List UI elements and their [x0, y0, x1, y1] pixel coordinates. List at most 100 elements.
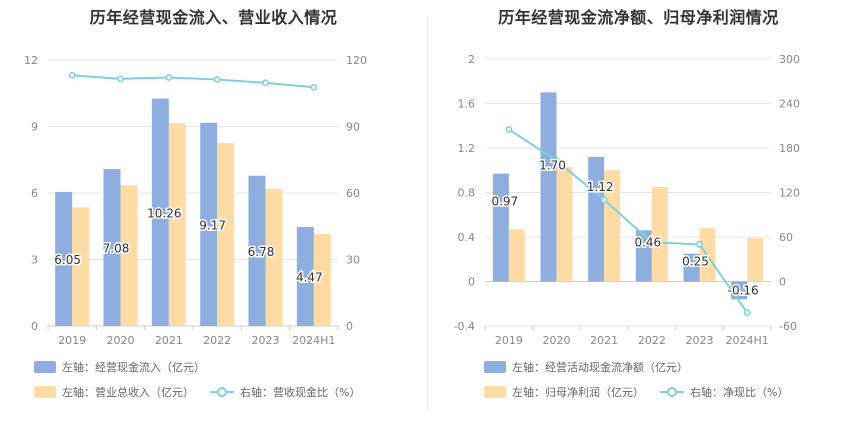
right-axis-tick-label: 180: [779, 142, 800, 155]
legend-swatch-net-cash-flow[interactable]: [484, 361, 506, 373]
bar-net-profit: [556, 166, 573, 282]
bar-cash-inflow: [103, 169, 121, 326]
right-axis-tick-label: 0: [346, 320, 353, 333]
x-axis-category-label: 2019: [58, 334, 86, 347]
bar-data-label: 6.78: [248, 245, 275, 259]
ratio-point: [696, 241, 703, 248]
ratio-point: [553, 157, 560, 165]
legend-label-net-cash-ratio[interactable]: 右轴：净现比（%）: [690, 386, 789, 399]
bar-revenue: [265, 189, 283, 326]
x-axis-category-label: 2023: [252, 334, 280, 347]
ratio-point: [310, 83, 318, 91]
legend-swatch-net-cash-ratio[interactable]: [660, 386, 684, 398]
bar-net-cash-flow: [635, 230, 652, 282]
bar-revenue: [217, 143, 235, 326]
right-chart-title: 历年经营现金流净额、归母净利润情况: [498, 8, 779, 27]
bar-revenue: [313, 234, 331, 326]
right-axis-tick-label: 240: [779, 98, 800, 111]
bar-data-label: 0.46: [634, 235, 661, 249]
right-axis-tick-label: 60: [779, 231, 793, 244]
bar-data-label: 10.26: [147, 206, 181, 220]
x-axis-category-label: 2021: [590, 334, 618, 347]
ratio-point: [213, 76, 221, 83]
x-axis-category-label: 2024H1: [292, 334, 335, 347]
bar-data-label: 7.08: [103, 242, 130, 256]
bar-cash-inflow: [248, 175, 266, 326]
right-axis-tick-label: 60: [346, 187, 360, 200]
left-axis-tick-label: -0.4: [454, 320, 475, 333]
panel-divider: [427, 18, 428, 410]
bar-data-label: 1.70: [539, 159, 566, 173]
legend-swatch-cash-inflow[interactable]: [34, 361, 56, 373]
right-axis-tick-label: 120: [346, 54, 367, 67]
right-legend-row-2: 左轴：归母净利润（亿元） 右轴：净现比（%）: [484, 384, 788, 400]
legend-label-net-cash-flow[interactable]: 左轴：经营活动现金流净额（亿元）: [512, 361, 688, 374]
left-chart-panel: 历年经营现金流入、营业收入情况 0 3 6 9 12 0 30 60 90 120 2019 2020…: [24, 8, 367, 400]
ratio-line: [72, 74, 314, 89]
bar-data-label: 0.25: [682, 254, 709, 268]
ratio-point: [743, 309, 751, 317]
ratio-line: [508, 128, 748, 314]
legend-label-revenue[interactable]: 左轴：营业总收入（亿元）: [62, 386, 194, 399]
x-axis-category-label: 2019: [495, 334, 523, 347]
right-legend-row-1: 左轴：经营活动现金流净额（亿元）: [484, 359, 688, 375]
left-axis-tick-label: 6: [31, 187, 38, 200]
legend-label-net-profit[interactable]: 左轴：归母净利润（亿元）: [512, 386, 644, 399]
left-axis-tick-label: 2: [468, 53, 475, 66]
left-chart-title: 历年经营现金流入、营业收入情况: [89, 8, 338, 27]
x-axis-category-label: 2020: [107, 334, 135, 347]
left-axis-tick-label: 1.2: [458, 142, 476, 155]
ratio-point: [600, 196, 608, 204]
bar-net-profit: [747, 238, 764, 282]
bar-net-cash-flow: [492, 173, 509, 282]
left-axis-tick-label: 1.6: [458, 98, 476, 111]
legend-swatch-net-profit[interactable]: [484, 386, 506, 398]
bar-revenue: [72, 207, 90, 326]
bar-cash-inflow: [151, 98, 169, 326]
bar-cash-inflow: [55, 191, 73, 326]
ratio-point: [117, 75, 124, 83]
bar-net-profit: [604, 170, 621, 282]
right-axis-tick-label: 30: [346, 254, 360, 267]
left-axis-tick-label: 0: [468, 276, 475, 289]
left-axis-tick-label: 0.4: [458, 231, 476, 244]
x-axis-category-label: 2022: [638, 334, 666, 347]
bar-net-cash-flow: [683, 253, 700, 282]
left-legend-row-2: 左轴：营业总收入（亿元） 右轴：营收现金比（%）: [34, 384, 360, 400]
x-axis-category-label: 2023: [686, 334, 714, 347]
legend-swatch-revenue-cash-ratio[interactable]: [210, 386, 234, 398]
bar-data-label: -0.16: [728, 284, 759, 298]
x-axis-category-label: 2021: [155, 334, 183, 347]
bar-revenue: [120, 185, 138, 326]
bar-cash-inflow: [200, 122, 218, 327]
ratio-point: [648, 238, 656, 246]
left-axis-tick-label: 12: [24, 54, 38, 67]
right-axis-tick-label: 0: [779, 276, 786, 289]
bar-net-profit: [508, 229, 525, 282]
x-axis-category-label: 2022: [203, 334, 231, 347]
ratio-point: [505, 126, 513, 133]
bar-data-label: 4.47: [296, 270, 323, 284]
legend-swatch-revenue[interactable]: [34, 386, 56, 398]
bar-cash-inflow: [296, 226, 314, 326]
ratio-point: [262, 79, 269, 87]
right-axis-tick-label: 300: [779, 53, 800, 66]
left-axis-tick-label: 0: [31, 320, 38, 333]
legend-label-revenue-cash-ratio[interactable]: 右轴：营收现金比（%）: [240, 386, 361, 399]
left-axis-tick-label: 3: [31, 254, 38, 267]
left-legend-row-1: 左轴：经营现金流入（亿元）: [34, 359, 205, 375]
right-axis-tick-label: 90: [346, 121, 360, 134]
right-chart: -0.4 0 0.4 0.8 1.2 1.6 2 -60 0 60 120 180 240 300 2019…: [454, 53, 800, 347]
bar-data-label: 0.97: [491, 194, 518, 208]
bar-net-profit: [651, 186, 668, 282]
right-axis-tick-label: -60: [779, 320, 797, 333]
right-chart-panel: 历年经营现金流净额、归母净利润情况 -0.4 0 0.4 0.8 1.2 1.6 2 -60 0…: [427, 0, 850, 437]
ratio-point: [68, 71, 76, 79]
left-axis-tick-label: 0.8: [458, 187, 476, 200]
ratio-point: [165, 74, 173, 81]
x-axis-category-label: 2024H1: [726, 334, 769, 347]
bar-data-label: 1.12: [587, 180, 614, 194]
legend-label-cash-inflow[interactable]: 左轴：经营现金流入（亿元）: [62, 361, 205, 374]
